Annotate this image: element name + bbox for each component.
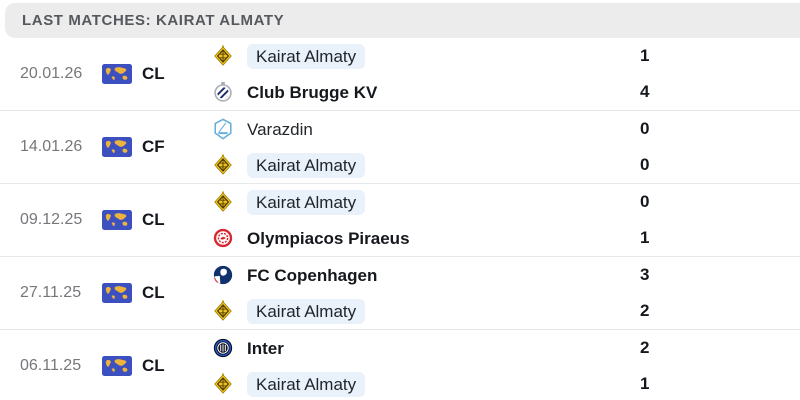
scores: 1 4 (640, 38, 800, 110)
team-name: Kairat Almaty (247, 371, 366, 397)
varazdin-logo (212, 118, 234, 140)
team-name: Kairat Almaty (247, 152, 366, 178)
team-name: Kairat Almaty (247, 298, 366, 324)
home-score: 0 (640, 192, 650, 211)
team-row-home: Kairat Almaty (212, 184, 640, 220)
team-name: Club Brugge KV (247, 82, 378, 102)
competition-code: CL (142, 283, 165, 302)
team-row-home: Kairat Almaty (212, 38, 640, 74)
match-date: 09.12.25 (20, 211, 83, 228)
teams: Kairat Almaty Olympiacos Piraeus (212, 184, 640, 256)
match-date: 20.01.26 (20, 65, 83, 82)
competition: CF (102, 111, 212, 183)
team-row-away: Kairat Almaty (212, 293, 640, 329)
team-row-home: Varazdin (212, 111, 640, 147)
match-row[interactable]: 06.11.25 CL Inter Kairat Almaty 2 1 (0, 330, 800, 400)
team-name: Inter (247, 338, 284, 358)
team-row-away: Kairat Almaty (212, 366, 640, 400)
competition: CL (102, 184, 212, 256)
kairat-almaty-logo (212, 154, 234, 176)
world-flag-icon (102, 356, 132, 376)
competition-code: CL (142, 356, 165, 375)
team-row-home: Inter (212, 330, 640, 366)
away-score: 2 (640, 301, 650, 320)
kairat-almaty-logo (212, 373, 234, 395)
competition: CL (102, 257, 212, 329)
competition: CL (102, 38, 212, 110)
home-score: 1 (640, 46, 650, 65)
team-row-away: Kairat Almaty (212, 147, 640, 183)
scores: 2 1 (640, 330, 800, 400)
kairat-almaty-logo (212, 191, 234, 213)
competition-code: CL (142, 210, 165, 229)
world-flag-icon (102, 283, 132, 303)
last-matches-widget: LAST MATCHES: KAIRAT ALMATY 20.01.26 CL … (0, 3, 800, 400)
team-name: Kairat Almaty (247, 189, 366, 215)
team-row-away: Olympiacos Piraeus (212, 220, 640, 256)
scores: 0 0 (640, 111, 800, 183)
scores: 3 2 (640, 257, 800, 329)
away-score: 1 (640, 228, 650, 247)
fc-copenhagen-logo (212, 264, 234, 286)
match-row[interactable]: 27.11.25 CL FC Copenhagen Kairat Almaty … (0, 257, 800, 330)
match-date: 14.01.26 (20, 138, 83, 155)
world-flag-icon (102, 64, 132, 84)
home-score: 0 (640, 119, 650, 138)
match-row[interactable]: 09.12.25 CL Kairat Almaty Olympiacos Pir… (0, 184, 800, 257)
club-brugge-logo (212, 81, 234, 103)
team-name: Olympiacos Piraeus (247, 228, 410, 248)
team-row-away: Club Brugge KV (212, 74, 640, 110)
team-name: Kairat Almaty (247, 43, 366, 69)
home-score: 2 (640, 338, 650, 357)
scores: 0 1 (640, 184, 800, 256)
match-date: 06.11.25 (20, 357, 82, 374)
away-score: 4 (640, 82, 650, 101)
kairat-almaty-logo (212, 300, 234, 322)
world-flag-icon (102, 137, 132, 157)
teams: Kairat Almaty Club Brugge KV (212, 38, 640, 110)
match-row[interactable]: 14.01.26 CF Varazdin Kairat Almaty 0 0 (0, 111, 800, 184)
teams: FC Copenhagen Kairat Almaty (212, 257, 640, 329)
match-row[interactable]: 20.01.26 CL Kairat Almaty Club Brugge KV… (0, 38, 800, 111)
team-row-home: FC Copenhagen (212, 257, 640, 293)
team-name: FC Copenhagen (247, 265, 378, 285)
team-name: Varazdin (247, 119, 313, 139)
away-score: 1 (640, 374, 650, 393)
world-flag-icon (102, 210, 132, 230)
olympiacos-logo (212, 227, 234, 249)
competition-code: CL (142, 64, 165, 83)
match-date: 27.11.25 (20, 284, 82, 301)
competition-code: CF (142, 137, 165, 156)
teams: Inter Kairat Almaty (212, 330, 640, 400)
away-score: 0 (640, 155, 650, 174)
home-score: 3 (640, 265, 650, 284)
widget-header: LAST MATCHES: KAIRAT ALMATY (5, 3, 800, 38)
widget-title: LAST MATCHES: KAIRAT ALMATY (22, 12, 285, 29)
inter-logo (212, 337, 234, 359)
teams: Varazdin Kairat Almaty (212, 111, 640, 183)
competition: CL (102, 330, 212, 400)
kairat-almaty-logo (212, 45, 234, 67)
